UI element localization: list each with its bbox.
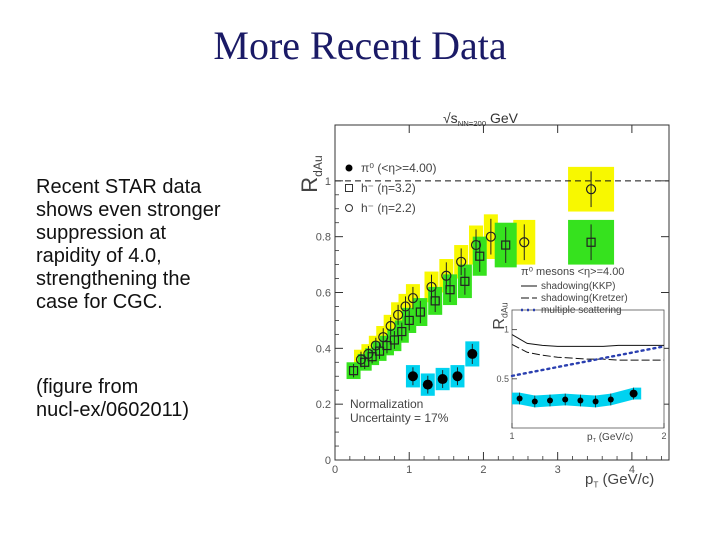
data-point-h-eta22 (485, 231, 496, 242)
data-point-h-eta22 (441, 270, 452, 281)
x-tick-label: 1 (406, 464, 412, 476)
inset-data-point (629, 389, 638, 398)
data-point-h-eta32 (430, 296, 440, 306)
inset-data-point (607, 396, 614, 403)
y-tick-label: 0.8 (316, 232, 331, 244)
data-point-h-eta22 (385, 320, 396, 332)
main-y-axis-label: RdAu (297, 155, 325, 192)
data-point-h-eta32 (415, 307, 425, 317)
rdau-figure: √sNN=200 GeV RdAu 0 0.2 0.4 0.6 0.8 1 0 1 2 3 4 π⁰… (297, 110, 670, 489)
data-point-h-eta32 (348, 366, 359, 376)
data-point-pi0 (422, 379, 433, 390)
data-point-h-eta22 (363, 348, 374, 360)
legend-label: h⁻ (η=2.2) (361, 201, 416, 215)
data-point-h-eta22 (355, 354, 367, 365)
y-tick-label: 1 (325, 176, 331, 188)
y-tick-label: 0.2 (316, 399, 331, 411)
inset-curve-dashed (511, 343, 664, 361)
data-point-h-eta22 (378, 332, 389, 343)
x-tick-label: 0 (332, 464, 338, 476)
y-tick-label: 0 (325, 455, 331, 467)
inset-legend-label: multiple scattering (541, 305, 622, 316)
inset-x-tick-label: 2 (661, 431, 666, 441)
main-y-axis-label-text: RdAu (297, 155, 325, 192)
data-point-h-eta32 (501, 240, 511, 250)
inset-plot-frame (511, 309, 665, 429)
inset-legend-label: shadowing(Kretzer) (541, 293, 628, 304)
data-point-h-eta22 (400, 301, 411, 312)
x-tick-label: 4 (629, 464, 635, 476)
inset-data-point (577, 397, 584, 404)
main-title-text: √sNN=200 GeV (443, 110, 519, 128)
inset-plot: 0.5 1 1 2 shadowing(KKP)shadowing(Kretzer)m… (496, 281, 666, 441)
inset-systematic-band (512, 387, 642, 408)
legend-marker-pi0 (345, 164, 353, 172)
inset-y-axis-label: RdAu (491, 302, 510, 329)
data-point-h-eta22 (370, 340, 381, 351)
y-tick-label: 0.4 (316, 343, 331, 355)
main-x-axis-label: pT (GeV/c) (585, 471, 654, 489)
inset-data-point (592, 398, 599, 405)
inset-x-axis-label: pT (GeV/c) (587, 432, 633, 444)
inset-x-axis-label-text: pT (GeV/c) (587, 432, 633, 444)
data-point-h-eta22 (392, 309, 404, 320)
data-point-h-eta32 (389, 335, 399, 345)
data-point-h-eta22 (426, 281, 437, 293)
x-tick-label: 2 (480, 464, 486, 476)
data-point-h-eta22 (519, 237, 530, 248)
legend-label: h⁻ (η=3.2) (361, 181, 416, 195)
data-point-h-eta32 (460, 276, 470, 286)
data-point-h-eta32 (586, 237, 596, 247)
slide-title: More Recent Data (213, 23, 507, 68)
legend-label: π⁰ (<η>=4.00) (361, 161, 436, 175)
data-point-h-eta22 (470, 239, 482, 251)
inset-y-tick-label: 1 (504, 325, 509, 335)
inset-title-text: π⁰ mesons <η>=4.00 (521, 266, 624, 278)
x-tick-label: 3 (555, 464, 561, 476)
data-point-h-eta22 (407, 292, 419, 304)
y-tick-label: 0.6 (316, 288, 331, 300)
inset-curve-solid (511, 334, 664, 347)
data-point-h-eta22 (456, 256, 467, 267)
normalization-annotation: Normalization Uncertainty = 17% (350, 397, 449, 425)
slide-paragraph-summary: Recent STAR data shows even stronger sup… (36, 176, 221, 313)
main-chart-title: √sNN=200 GeV (443, 110, 519, 128)
slide-paragraph-source: (figure from nucl-ex/0602011) (36, 376, 190, 421)
data-point-pi0 (407, 371, 418, 382)
main-x-axis-label-text: pT (GeV/c) (585, 471, 654, 489)
inset-data-point (562, 396, 569, 403)
inset-data-point (531, 398, 538, 405)
inset-curve-dotted (510, 345, 666, 378)
legend-marker-circle (345, 204, 353, 212)
inset-data-point (547, 397, 553, 404)
legend-marker-square (345, 184, 353, 192)
data-point-pi0 (452, 371, 463, 382)
data-point-h-eta32 (404, 315, 414, 326)
inset-y-tick-label: 0.5 (496, 374, 509, 384)
data-point-h-eta32 (397, 326, 407, 337)
data-point-pi0 (437, 374, 448, 385)
inset-chart-title: π⁰ mesons <η>=4.00 (521, 266, 624, 278)
data-point-pi0 (467, 348, 478, 359)
inset-legend-label: shadowing(KKP) (541, 281, 615, 292)
data-point-h-eta32 (445, 285, 455, 295)
inset-y-axis-label-text: RdAu (491, 302, 510, 329)
inset-x-tick-label: 1 (509, 431, 514, 441)
inset-data-point (516, 395, 523, 402)
data-point-h-eta22 (585, 184, 597, 195)
